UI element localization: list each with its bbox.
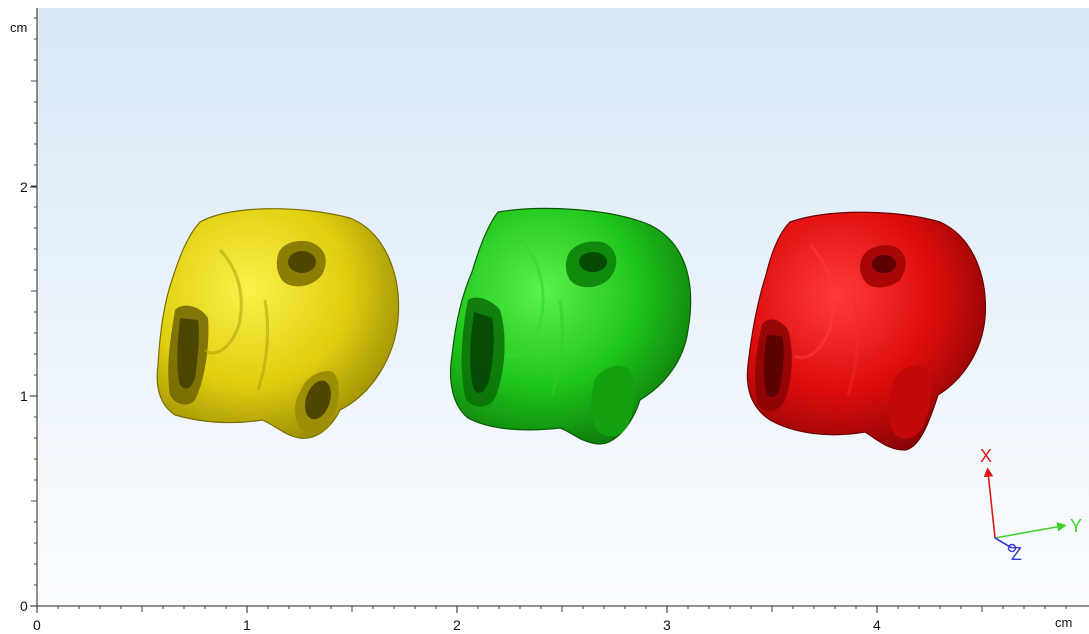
horizontal-ruler: 0 1 2 3 4 cm bbox=[33, 605, 1089, 633]
x-axis-label: X bbox=[980, 446, 992, 466]
y-axis-arrow bbox=[994, 522, 1067, 539]
x-unit-label: cm bbox=[1055, 615, 1072, 630]
x-tick-label-2: 2 bbox=[453, 617, 461, 633]
vertical-ruler: 0 1 2 cm bbox=[10, 8, 38, 614]
yellow-heart-model[interactable] bbox=[156, 208, 400, 439]
red-heart-model[interactable] bbox=[746, 211, 987, 451]
y-axis-label: Y bbox=[1070, 516, 1082, 536]
green-heart-model[interactable] bbox=[449, 207, 692, 445]
x-tick-label-3: 3 bbox=[663, 617, 671, 633]
x-tick-label-1: 1 bbox=[243, 617, 251, 633]
x-tick-label-4: 4 bbox=[873, 617, 881, 633]
y-unit-label: cm bbox=[10, 20, 27, 35]
z-axis-dot bbox=[1007, 543, 1017, 553]
orientation-triad: X Y Z bbox=[980, 446, 1082, 564]
y-tick-label-1: 1 bbox=[20, 388, 28, 404]
x-axis-arrow bbox=[983, 467, 996, 539]
y-tick-label-2: 2 bbox=[20, 179, 28, 195]
y-tick-label-0: 0 bbox=[20, 598, 28, 614]
x-tick-label-0: 0 bbox=[33, 617, 41, 633]
z-axis-label: Z bbox=[1011, 544, 1022, 564]
